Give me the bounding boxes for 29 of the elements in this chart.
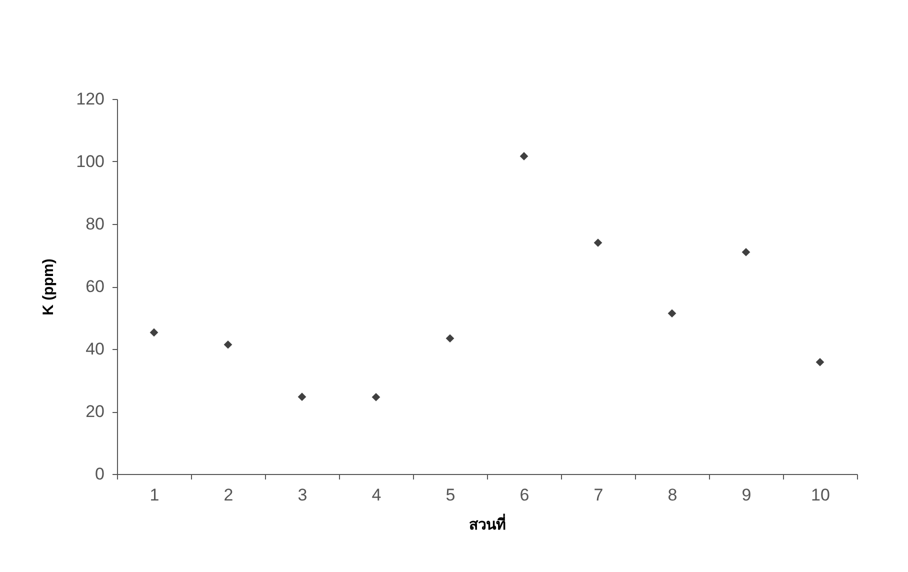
x-tick-label: 3 [298,486,308,504]
x-tick-label: 2 [224,486,234,504]
point [520,152,528,160]
x-tick-label: 8 [668,486,678,504]
y-tick-label: 20 [86,402,104,421]
point [446,334,454,343]
point [594,238,602,247]
y-tick-label: 40 [86,340,104,358]
point [150,328,158,337]
x-tick-label: 7 [594,486,604,504]
y-tick-label: 80 [86,214,104,234]
y-axis-title: K (ppm) [40,258,58,316]
y-tick-label: 120 [76,90,104,108]
x-tick-label: 10 [811,486,830,504]
x-tick-label: 6 [520,486,530,504]
x-tick-label: 9 [742,486,752,504]
x-tick-label: 4 [372,486,382,504]
point [224,340,232,349]
point [668,309,676,318]
y-tick-label: 100 [76,152,104,171]
point [816,358,824,366]
y-tick-label: 60 [86,277,104,296]
point [298,392,306,401]
x-axis-title: สวนที่ [469,514,506,534]
point [372,392,380,402]
y-tick-label: 0 [95,464,104,484]
point [742,248,750,256]
x-tick-label: 5 [446,486,456,504]
x-tick-label: 1 [150,486,160,504]
